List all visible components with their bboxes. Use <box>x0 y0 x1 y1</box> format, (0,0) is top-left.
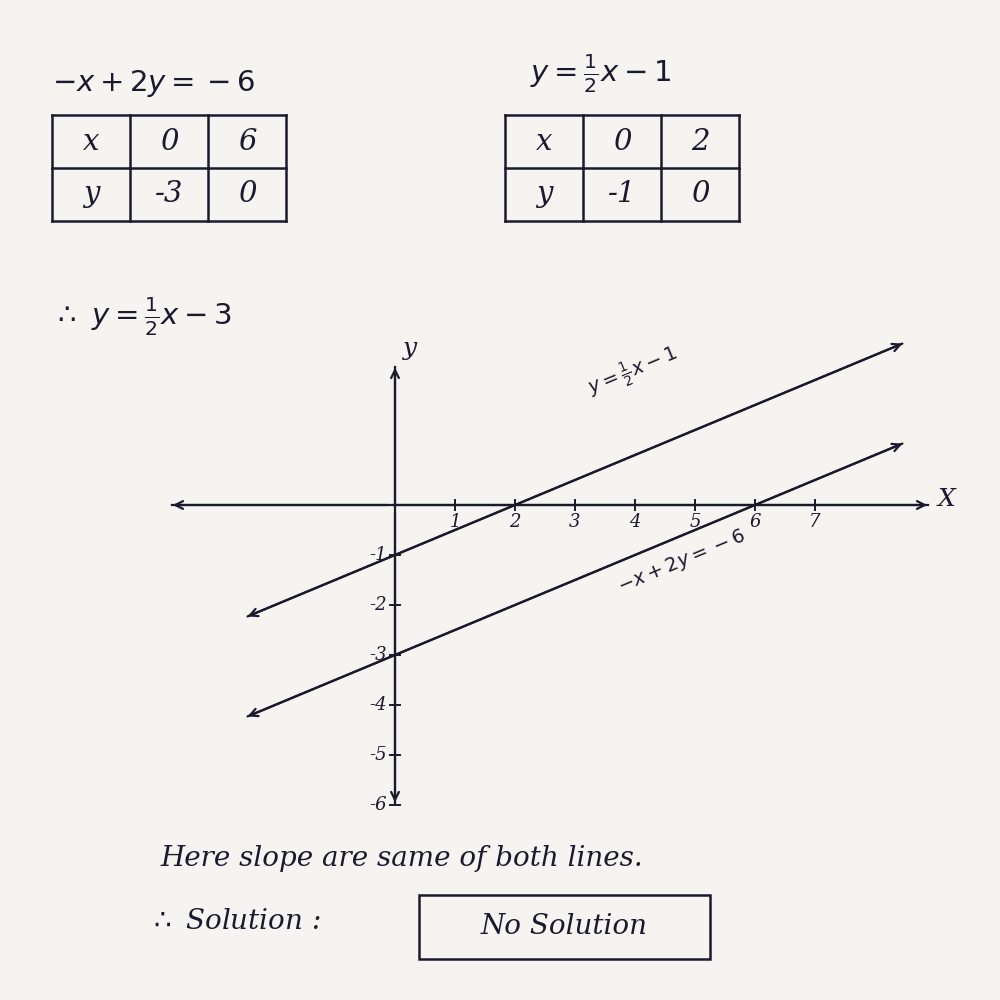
Text: $\therefore$ Solution :: $\therefore$ Solution : <box>148 908 321 935</box>
Text: -3: -3 <box>155 180 183 209</box>
Text: 6: 6 <box>749 513 761 531</box>
Text: 2: 2 <box>691 127 709 155</box>
Text: 0: 0 <box>613 127 631 155</box>
Text: 4: 4 <box>629 513 641 531</box>
Text: 6: 6 <box>238 127 256 155</box>
Text: -2: -2 <box>369 596 387 614</box>
Text: X: X <box>938 488 956 512</box>
Text: x: x <box>536 127 552 155</box>
Text: y: y <box>403 337 417 360</box>
Text: 0: 0 <box>238 180 256 209</box>
Text: 1: 1 <box>449 513 461 531</box>
Text: -1: -1 <box>608 180 636 209</box>
Text: $-x+2y=-6$: $-x+2y=-6$ <box>52 68 255 99</box>
Text: $-x+2y=-6$: $-x+2y=-6$ <box>615 525 750 598</box>
Text: Here slope are same of both lines.: Here slope are same of both lines. <box>160 845 643 872</box>
Text: 0: 0 <box>160 127 178 155</box>
Text: 3: 3 <box>569 513 581 531</box>
Text: -6: -6 <box>369 796 387 814</box>
Text: $\therefore\ y=\frac{1}{2}x-3$: $\therefore\ y=\frac{1}{2}x-3$ <box>52 295 232 338</box>
Text: -3: -3 <box>369 646 387 664</box>
Text: y: y <box>83 180 99 209</box>
Text: 2: 2 <box>509 513 521 531</box>
Text: 0: 0 <box>691 180 709 209</box>
Text: $y=\frac{1}{2}x-1$: $y=\frac{1}{2}x-1$ <box>530 52 671 95</box>
Text: -5: -5 <box>369 746 387 764</box>
Text: -1: -1 <box>369 546 387 564</box>
Text: y: y <box>536 180 552 209</box>
Text: 5: 5 <box>689 513 701 531</box>
Text: x: x <box>83 127 99 155</box>
Text: No Solution: No Solution <box>481 914 648 940</box>
Text: -4: -4 <box>369 696 387 714</box>
Text: $y=\frac{1}{2}x-1$: $y=\frac{1}{2}x-1$ <box>583 340 683 404</box>
Text: 7: 7 <box>809 513 821 531</box>
